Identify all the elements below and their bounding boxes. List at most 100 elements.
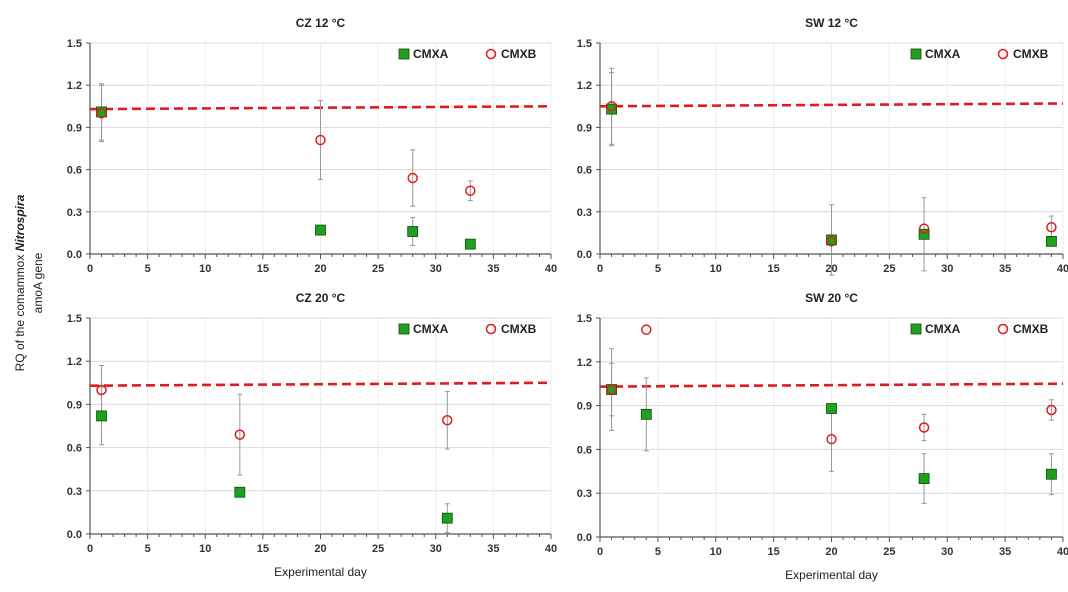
point-cmxb bbox=[641, 324, 652, 335]
x-tick-label: 0 bbox=[87, 263, 93, 275]
x-tick-label: 35 bbox=[999, 546, 1011, 558]
point-cmxb bbox=[606, 384, 617, 395]
x-tick-label: 5 bbox=[145, 543, 151, 555]
x-tick-label: 5 bbox=[655, 546, 661, 558]
legend-marker-cmxa bbox=[398, 323, 410, 335]
x-tick-label: 30 bbox=[941, 263, 953, 275]
y-axis-label: RQ of the comammox Nitrospira bbox=[13, 194, 27, 371]
x-tick-label: 30 bbox=[941, 546, 953, 558]
point-cmxa bbox=[96, 410, 107, 422]
point-cmxb bbox=[826, 433, 837, 445]
panel-3: 0 5 10 15 20 25 30 35 40 0.0 0.3 0.6 0.9 1.2 1.5 CZ 20 … bbox=[67, 291, 557, 579]
legend-label-cmxb: CMXB bbox=[501, 322, 537, 336]
legend-label-cmxb: CMXB bbox=[501, 47, 537, 61]
y-tick-label: 0.6 bbox=[577, 165, 592, 177]
point-cmxb bbox=[315, 134, 326, 146]
x-tick-label: 10 bbox=[710, 546, 722, 558]
y-tick-label: 0.6 bbox=[577, 444, 592, 456]
x-axis-label: Experimental day bbox=[274, 565, 367, 579]
point-cmxa bbox=[918, 473, 930, 485]
point-cmxa bbox=[640, 408, 652, 420]
x-tick-label: 30 bbox=[430, 543, 442, 555]
point-cmxb bbox=[96, 108, 107, 119]
x-axis-label: Experimental day bbox=[785, 568, 878, 582]
point-cmxa bbox=[315, 224, 326, 236]
x-tick-label: 10 bbox=[199, 543, 211, 555]
y-tick-label: 0.6 bbox=[67, 443, 82, 455]
y-tick-label: 0.6 bbox=[67, 165, 82, 177]
y-tick-label: 1.5 bbox=[67, 313, 82, 325]
point-cmxb bbox=[442, 414, 453, 426]
point-cmxb bbox=[918, 422, 930, 433]
y-axis-label-line2: amoA gene bbox=[31, 252, 45, 313]
legend-label-cmxb: CMXB bbox=[1013, 47, 1049, 61]
legend-label-cmxa: CMXA bbox=[413, 47, 449, 61]
legend-marker-cmxb bbox=[997, 323, 1009, 335]
x-tick-label: 40 bbox=[545, 263, 557, 275]
y-tick-label: 1.2 bbox=[577, 357, 592, 369]
point-cmxb bbox=[1046, 404, 1057, 416]
legend-marker-cmxa bbox=[398, 48, 410, 60]
legend: CMXA CMXB bbox=[910, 322, 1049, 336]
x-tick-label: 15 bbox=[257, 263, 269, 275]
y-tick-label: 0.9 bbox=[67, 399, 82, 411]
point-cmxa bbox=[441, 512, 453, 524]
panel-title: CZ 20 °C bbox=[296, 291, 346, 305]
y-tick-label: 0.0 bbox=[67, 529, 82, 541]
x-tick-label: 35 bbox=[487, 263, 499, 275]
point-cmxa bbox=[407, 226, 419, 237]
x-tick-label: 10 bbox=[199, 263, 211, 275]
point-cmxb bbox=[826, 236, 837, 247]
panel-title: SW 20 °C bbox=[805, 291, 858, 305]
panel-2: 0 5 10 15 20 25 30 35 400.00.30.60.91.21.5SW 12 … bbox=[577, 16, 1068, 276]
legend: CMXA CMXB bbox=[398, 47, 537, 61]
x-tick-label: 40 bbox=[1057, 546, 1068, 558]
point-cmxb bbox=[465, 185, 476, 196]
y-tick-label: 0.0 bbox=[577, 532, 592, 544]
x-tick-label: 25 bbox=[372, 543, 384, 555]
x-tick-label: 25 bbox=[883, 263, 895, 275]
x-tick-label: 10 bbox=[710, 263, 722, 275]
x-tick-label: 35 bbox=[487, 543, 499, 555]
x-tick-label: 0 bbox=[597, 546, 603, 558]
x-tick-label: 5 bbox=[655, 263, 661, 275]
point-cmxb bbox=[606, 101, 617, 112]
point-cmxa bbox=[234, 486, 246, 498]
y-tick-label: 1.2 bbox=[577, 80, 592, 92]
x-tick-label: 35 bbox=[999, 263, 1011, 275]
x-tick-label: 25 bbox=[372, 263, 384, 275]
x-tick-label: 20 bbox=[314, 263, 326, 275]
legend-label-cmxa: CMXA bbox=[413, 322, 449, 336]
x-tick-label: 5 bbox=[145, 263, 151, 275]
reference-line bbox=[599, 382, 1064, 388]
panel-1: 0 5 10 15 20 25 30 35 40 0.0 0.3 0.6 0.9 1.2 1.5 CZ 12 … bbox=[67, 16, 557, 275]
x-tick-label: 20 bbox=[314, 543, 326, 555]
legend: CMXA CMXB bbox=[910, 47, 1049, 61]
x-tick-label: 40 bbox=[545, 543, 557, 555]
x-tick-label: 30 bbox=[430, 263, 442, 275]
x-tick-label: 15 bbox=[257, 543, 269, 555]
x-tick-label: 40 bbox=[1057, 263, 1068, 275]
y-tick-label: 1.5 bbox=[577, 38, 592, 50]
point-cmxb bbox=[1046, 222, 1057, 233]
x-tick-label: 0 bbox=[87, 543, 93, 555]
y-tick-label: 1.2 bbox=[67, 80, 82, 92]
legend-marker-cmxa bbox=[910, 48, 922, 60]
y-tick-label: 0.3 bbox=[577, 207, 592, 219]
legend-marker-cmxb bbox=[485, 48, 497, 60]
panel-title: SW 12 °C bbox=[805, 16, 858, 30]
point-cmxb bbox=[234, 429, 246, 440]
point-cmxa bbox=[918, 228, 930, 240]
y-tick-label: 0.3 bbox=[577, 488, 592, 500]
point-cmxb bbox=[96, 384, 107, 396]
panel-4: 0 5 10 15 20 25 30 35 40 0.0 0.3 0.6 0.9 1.2 1.5 SW 20 … bbox=[577, 291, 1068, 582]
reference-line bbox=[599, 102, 1064, 108]
point-cmxa bbox=[464, 238, 476, 250]
legend-marker-cmxb bbox=[997, 48, 1009, 60]
point-cmxa bbox=[1046, 468, 1057, 480]
y-tick-label: 1.5 bbox=[67, 38, 82, 50]
y-tick-label: 0.9 bbox=[577, 122, 592, 134]
point-cmxa bbox=[1046, 235, 1057, 247]
